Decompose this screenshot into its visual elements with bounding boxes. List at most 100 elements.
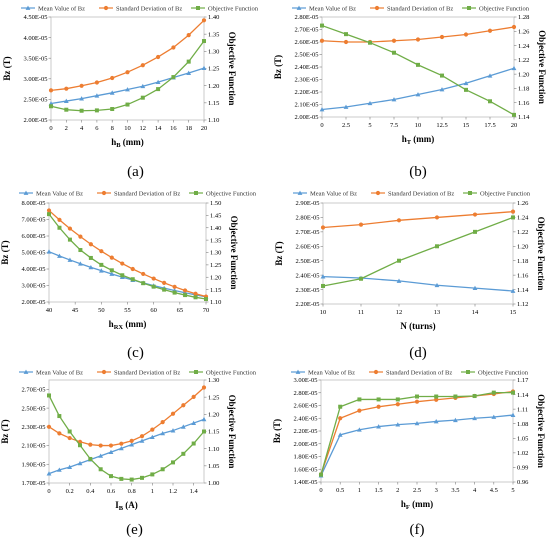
data-point bbox=[120, 261, 125, 266]
y2-tick-label: 0.99 bbox=[517, 465, 528, 472]
data-point bbox=[463, 80, 469, 86]
data-point bbox=[191, 394, 196, 399]
x-tick-label: 15 bbox=[463, 122, 470, 129]
data-point bbox=[129, 438, 134, 443]
legend-marker bbox=[295, 369, 301, 374]
data-point bbox=[67, 435, 72, 441]
y-tick-label: 2.90E-05 bbox=[295, 200, 319, 207]
y-tick-label: 2.50E-05 bbox=[294, 52, 318, 59]
y2-tick-label: 1.10 bbox=[208, 446, 219, 453]
data-point bbox=[129, 442, 135, 447]
x-tick-label: 0 bbox=[320, 122, 323, 129]
y-tick-label: 3.50E-05 bbox=[23, 55, 47, 62]
y2-tick-label: 1.25 bbox=[208, 394, 219, 401]
data-point bbox=[453, 394, 458, 399]
x-axis-label-unit: (mm) bbox=[411, 134, 434, 144]
y2-axis-label: Objective Function bbox=[229, 216, 239, 290]
data-point bbox=[78, 443, 82, 448]
data-point bbox=[376, 424, 381, 429]
x-tick-label: 45 bbox=[72, 307, 79, 314]
y-tick-label: 7.00E-05 bbox=[21, 217, 45, 224]
data-point bbox=[56, 467, 62, 472]
data-point bbox=[156, 54, 161, 60]
legend-marker bbox=[194, 370, 198, 374]
x-tick-label: 16 bbox=[170, 125, 177, 132]
chart-panel-1: Mean Value of Bz Standard Deviation of Bz… bbox=[2, 5, 259, 180]
data-point bbox=[77, 460, 83, 466]
data-point bbox=[434, 215, 440, 220]
y2-tick-label: 1.10 bbox=[208, 117, 219, 124]
data-point bbox=[46, 208, 52, 213]
legend-marker bbox=[194, 191, 198, 195]
series-3 bbox=[49, 39, 206, 113]
y2-tick-label: 1.00 bbox=[208, 480, 219, 487]
y2-tick-label: 1.17 bbox=[517, 377, 529, 384]
plot-frame bbox=[48, 202, 207, 303]
data-point bbox=[172, 290, 177, 295]
legend: Mean Value of Bz Standard Deviation of Bz… bbox=[19, 369, 257, 376]
y2-tick-label: 1.16 bbox=[517, 272, 529, 279]
data-point bbox=[79, 96, 84, 101]
x-tick-label: 10 bbox=[320, 309, 327, 316]
y-axis-label: Bz (T) bbox=[274, 241, 284, 265]
legend-entry: Objective Function bbox=[206, 369, 257, 376]
data-point bbox=[201, 18, 207, 23]
x-tick-label: 4 bbox=[80, 125, 84, 132]
x-axis-label-unit: (mm) bbox=[121, 137, 144, 147]
data-point bbox=[510, 209, 516, 214]
x-tick-label: 5 bbox=[368, 122, 371, 129]
y-tick-label: 2.20E-05 bbox=[295, 301, 319, 308]
data-point bbox=[488, 99, 492, 104]
x-axis-label-unit: (A) bbox=[123, 500, 138, 510]
data-point bbox=[88, 456, 93, 461]
data-point bbox=[125, 102, 130, 107]
legend-marker bbox=[297, 190, 303, 195]
data-point bbox=[357, 427, 362, 432]
y2-tick-label: 1.25 bbox=[210, 262, 221, 269]
x-tick-label: 3.5 bbox=[451, 487, 459, 494]
x-axis-label-main: I bbox=[115, 500, 119, 510]
x-tick-label: 6 bbox=[95, 125, 99, 132]
data-point bbox=[67, 237, 72, 242]
legend-entry: Standard Deviation of Bz bbox=[116, 5, 182, 12]
x-tick-label: 17.5 bbox=[484, 122, 495, 129]
data-point bbox=[125, 70, 130, 75]
data-point bbox=[472, 394, 477, 399]
legend: Mean Value of Bz Standard Deviation of Bz… bbox=[21, 5, 259, 12]
data-point bbox=[415, 92, 421, 97]
data-point bbox=[472, 415, 477, 421]
legend-marker bbox=[101, 369, 107, 375]
x-tick-label: 0.4 bbox=[86, 488, 95, 495]
data-point bbox=[183, 293, 188, 298]
data-point bbox=[193, 291, 198, 296]
legend-marker bbox=[23, 190, 29, 195]
data-point bbox=[46, 424, 52, 429]
x-tick-label: 3 bbox=[435, 487, 438, 494]
data-point bbox=[150, 427, 155, 432]
legend-entry: Mean Value of Bz bbox=[308, 369, 355, 376]
data-point bbox=[343, 39, 349, 45]
y2-axis-label: Objective Function bbox=[536, 394, 546, 468]
y-tick-label: 4.00E-05 bbox=[23, 35, 47, 42]
series-line bbox=[48, 387, 205, 447]
y-tick-label: 1.90E-05 bbox=[21, 461, 45, 468]
data-point bbox=[367, 100, 373, 106]
legend-marker bbox=[25, 5, 31, 10]
data-point bbox=[434, 282, 440, 288]
data-point bbox=[155, 79, 161, 85]
y-tick-label: 2.10E-05 bbox=[21, 443, 45, 450]
legend-marker bbox=[375, 190, 381, 196]
x-tick-label: 20 bbox=[511, 122, 518, 129]
data-point bbox=[202, 429, 206, 434]
x-tick-label: 10 bbox=[124, 125, 131, 132]
panel-label: (c) bbox=[127, 345, 144, 361]
series-2 bbox=[319, 24, 517, 45]
x-axis-label-main: h bbox=[109, 319, 114, 329]
data-point bbox=[78, 248, 83, 253]
data-point bbox=[343, 104, 349, 109]
data-point bbox=[511, 65, 517, 71]
data-point bbox=[193, 295, 198, 300]
x-axis-label-sub: B bbox=[119, 505, 124, 512]
panel-label: (e) bbox=[126, 522, 143, 538]
data-point bbox=[94, 80, 99, 85]
